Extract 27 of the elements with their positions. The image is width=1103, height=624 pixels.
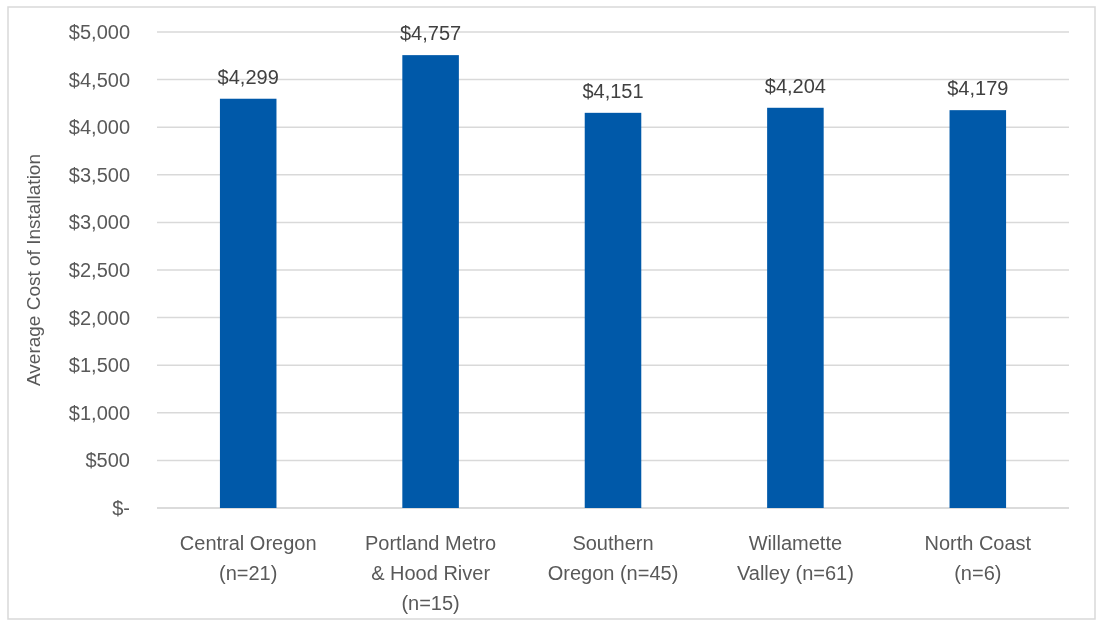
y-axis-title: Average Cost of Installation [22,153,44,387]
y-tick-label: $500 [85,449,130,472]
x-tick-label: Central Oregon (n=21) [179,532,317,584]
bar [949,110,1007,508]
y-tick-label: $- [112,497,130,519]
x-tick-label: North Coast (n=6) [924,532,1032,584]
data-label: $4,151 [582,79,644,102]
data-label: $4,204 [764,74,826,97]
bar [767,107,824,508]
data-label: $4,757 [400,22,462,45]
y-tick-label: $2,500 [68,259,130,281]
y-tick-label: $4,000 [68,116,130,139]
y-tick-label: $2,000 [68,306,130,329]
x-tick-label: Portland Metro & Hood River (n=15) [365,532,497,614]
y-tick-label: $1,500 [68,354,130,377]
y-tick-label: $3,000 [68,211,130,234]
y-tick-label: $5,000 [68,21,130,43]
y-tick-label: $4,500 [68,68,130,91]
bar [402,55,459,508]
bar [219,98,277,508]
x-tick-label: Willamette Valley (n=61) [736,532,854,584]
y-tick-label: $3,500 [68,163,130,186]
y-tick-label: $1,000 [68,401,130,424]
data-label: $4,299 [217,65,279,88]
x-tick-label: Southern Oregon (n=45) [547,532,679,584]
bar [584,112,642,508]
data-label: $4,179 [947,77,1009,100]
